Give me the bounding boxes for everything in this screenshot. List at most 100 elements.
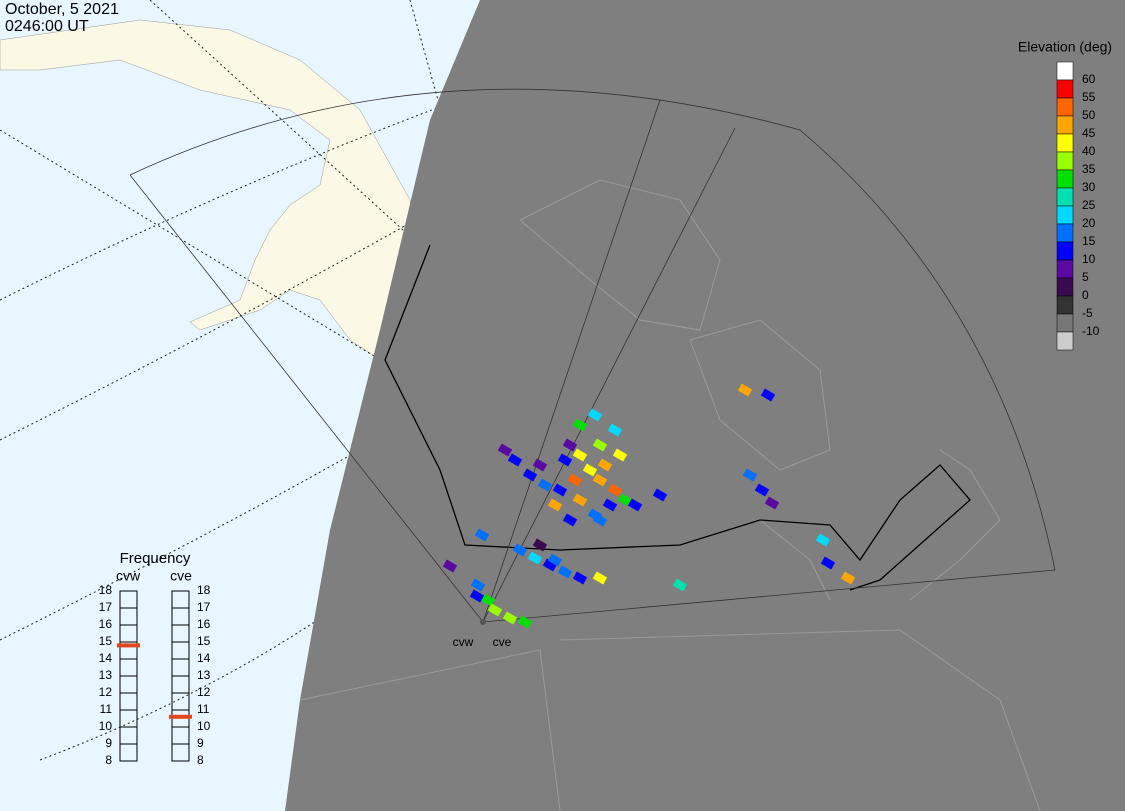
tick-label: 15 [197,634,211,648]
tick-label: 11 [197,702,210,716]
echo [547,498,563,512]
echo [592,473,608,487]
echo [502,611,518,625]
color-swatch [1056,61,1074,81]
tick-label: 17 [99,600,113,614]
echo [627,498,643,512]
tick-label: 14 [197,651,211,665]
echo [754,483,770,497]
color-swatch [1056,169,1074,189]
tick-label: 8 [105,753,112,767]
echo [557,453,573,467]
legend-label: -10 [1082,324,1100,338]
tick-label: 16 [99,617,113,631]
frequency-radar: cvw [116,568,141,584]
legend-label: -5 [1082,306,1093,320]
tick-label: 18 [197,583,211,597]
echo [507,453,523,467]
echo [512,543,528,557]
echo [592,438,608,452]
tick-label: 10 [197,719,211,733]
color-swatch [1056,151,1074,171]
color-swatch [1056,115,1074,135]
tick-label: 8 [197,753,204,767]
legend-label: 40 [1082,144,1096,158]
tick-label: 13 [99,668,113,682]
tick-label: 12 [197,685,211,699]
tick-label: 16 [197,617,211,631]
legend-label: 45 [1082,126,1096,140]
color-swatch [1056,79,1074,99]
legend-label: 15 [1082,234,1096,248]
echo [597,458,613,472]
echo [527,551,543,565]
echo [442,559,458,573]
color-swatch [1056,223,1074,243]
echo [672,578,688,592]
time: 0246:00 UT [5,18,89,35]
color-swatch [1056,133,1074,153]
echo [612,448,628,462]
legend-title: Elevation (deg) [1018,39,1112,55]
tick-label: 14 [99,651,113,665]
echo [537,478,553,492]
echo [572,571,588,585]
echo [552,483,568,497]
echo [617,493,633,507]
color-swatch [1056,205,1074,225]
frequency-radar: cve [170,568,192,584]
echo [607,483,623,497]
color-swatch [1056,313,1074,333]
echo [764,496,780,510]
tick-label: 15 [99,634,113,648]
legend-label: 60 [1082,72,1096,86]
echo [572,418,588,432]
echo [737,383,753,397]
radar-label: cvw [453,635,474,649]
echo [572,448,588,462]
legend-label: 0 [1082,288,1089,302]
echo [587,408,603,422]
echo [470,578,486,592]
legend-label: 30 [1082,180,1096,194]
echo [557,565,573,579]
color-swatch [1056,259,1074,279]
echo [840,571,856,585]
echo [487,603,503,617]
tick-label: 11 [100,702,113,716]
tick-label: 13 [197,668,211,682]
echo [592,513,608,527]
echo [517,615,533,629]
echo [607,423,623,437]
legend-label: 35 [1082,162,1096,176]
legend-label: 10 [1082,252,1096,266]
echo [547,553,563,567]
frequency-marker [117,643,140,648]
tick-label: 18 [99,583,113,597]
echo [742,468,758,482]
legend-label: 25 [1082,198,1096,212]
echo [760,388,776,402]
color-swatch [1056,295,1074,315]
echo [820,556,836,570]
tick-label: 17 [197,600,211,614]
legend-label: 50 [1082,108,1096,122]
echo [652,488,668,502]
borders [384,244,971,591]
echo [562,513,578,527]
color-swatch [1056,187,1074,207]
legend-label: 5 [1082,270,1089,284]
echo [542,558,558,572]
tick-label: 12 [99,685,113,699]
legend-label: 55 [1082,90,1096,104]
frequency-marker [169,714,192,719]
radar-label: cve [493,635,512,649]
color-swatch [1056,241,1074,261]
echo [522,468,538,482]
echo [602,498,618,512]
echo [572,493,588,507]
echo [480,593,496,607]
echo [815,533,831,547]
radar-site [480,619,486,625]
